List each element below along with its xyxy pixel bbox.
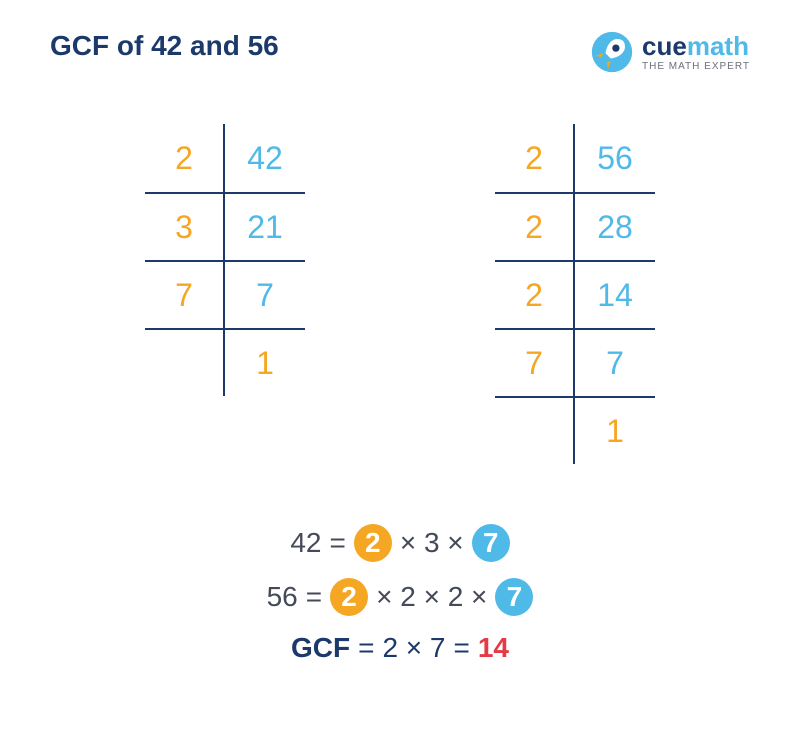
- factor-table-right: 256228214771: [495, 124, 655, 464]
- table-row: 256: [495, 124, 655, 192]
- factor-cell: 2: [495, 192, 575, 260]
- brand-name: cuemath: [642, 32, 750, 61]
- table-row: 1: [145, 328, 305, 396]
- value-cell: 7: [225, 260, 305, 328]
- factor-cell: 2: [495, 260, 575, 328]
- value-cell: 56: [575, 124, 655, 192]
- value-cell: 42: [225, 124, 305, 192]
- table-row: 77: [145, 260, 305, 328]
- highlight-circle: 2: [330, 578, 368, 616]
- brand-logo: cuemath THE MATH EXPERT: [590, 30, 750, 74]
- table-row: 228: [495, 192, 655, 260]
- value-cell: 1: [225, 328, 305, 396]
- table-row: 77: [495, 328, 655, 396]
- rocket-icon: [590, 30, 634, 74]
- value-cell: 1: [575, 396, 655, 464]
- value-cell: 28: [575, 192, 655, 260]
- table-row: 214: [495, 260, 655, 328]
- brand-tagline: THE MATH EXPERT: [642, 61, 750, 72]
- table-row: 242: [145, 124, 305, 192]
- factor-cell: 7: [145, 260, 225, 328]
- equation-gcf: GCF = 2 × 7 = 14: [291, 632, 509, 664]
- factor-cell: 2: [495, 124, 575, 192]
- equation-42: 42 = 2 × 3 × 7: [290, 524, 509, 562]
- page-title: GCF of 42 and 56: [50, 30, 279, 62]
- table-row: 321: [145, 192, 305, 260]
- value-cell: 7: [575, 328, 655, 396]
- factor-cell: 2: [145, 124, 225, 192]
- table-row: 1: [495, 396, 655, 464]
- value-cell: 14: [575, 260, 655, 328]
- factor-cell: 3: [145, 192, 225, 260]
- highlight-circle: 7: [495, 578, 533, 616]
- factor-cell: [145, 328, 225, 396]
- factor-cell: [495, 396, 575, 464]
- equations-block: 42 = 2 × 3 × 7 56 = 2 × 2 × 2 × 7 GCF = …: [50, 524, 750, 664]
- equation-56: 56 = 2 × 2 × 2 × 7: [267, 578, 534, 616]
- factor-table-left: 242321771: [145, 124, 305, 464]
- highlight-circle: 2: [354, 524, 392, 562]
- highlight-circle: 7: [472, 524, 510, 562]
- value-cell: 21: [225, 192, 305, 260]
- factor-cell: 7: [495, 328, 575, 396]
